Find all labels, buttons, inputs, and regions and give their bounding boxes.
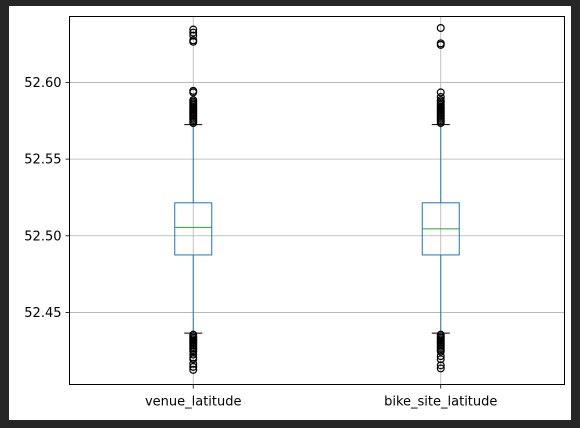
outlier-point [189, 347, 198, 356]
outlier-point [436, 352, 445, 361]
outlier-point [189, 36, 198, 45]
outlier-point [436, 88, 445, 97]
box-venue_latitude [174, 25, 213, 374]
outlier-point [189, 365, 198, 374]
outlier-point [189, 362, 198, 371]
outlier-point [436, 347, 445, 356]
outlier-point [189, 359, 198, 368]
outlier-point [436, 355, 445, 364]
iqr-box [174, 202, 213, 256]
outlier-point [189, 350, 198, 359]
y-tick-label: 52.55 [24, 153, 61, 168]
x-axis: venue_latitude bike_site_latitude [145, 384, 497, 410]
plot-area [69, 16, 565, 385]
x-tick-label: bike_site_latitude [384, 395, 497, 410]
outlier-point [189, 96, 198, 105]
y-tick-label: 52.60 [24, 76, 61, 91]
y-tick-label: 52.50 [24, 229, 61, 244]
plot-border [69, 16, 565, 385]
outlier-point [189, 31, 198, 40]
outlier-point [436, 96, 445, 105]
outlier-point [436, 92, 445, 101]
outlier-point [436, 39, 445, 48]
outlier-point [189, 86, 198, 95]
outlier-point [436, 361, 445, 370]
outlier-point [189, 25, 198, 34]
y-axis: 52.45 52.50 52.55 52.60 [24, 76, 70, 321]
outlier-point [189, 355, 198, 364]
outlier-point [436, 364, 445, 373]
box-series [174, 24, 460, 374]
outlier-point [436, 24, 445, 33]
outlier-point [189, 28, 198, 37]
box-bike_site_latitude [421, 24, 460, 373]
x-tick-label: venue_latitude [145, 395, 242, 410]
y-tick-label: 52.45 [24, 306, 61, 321]
